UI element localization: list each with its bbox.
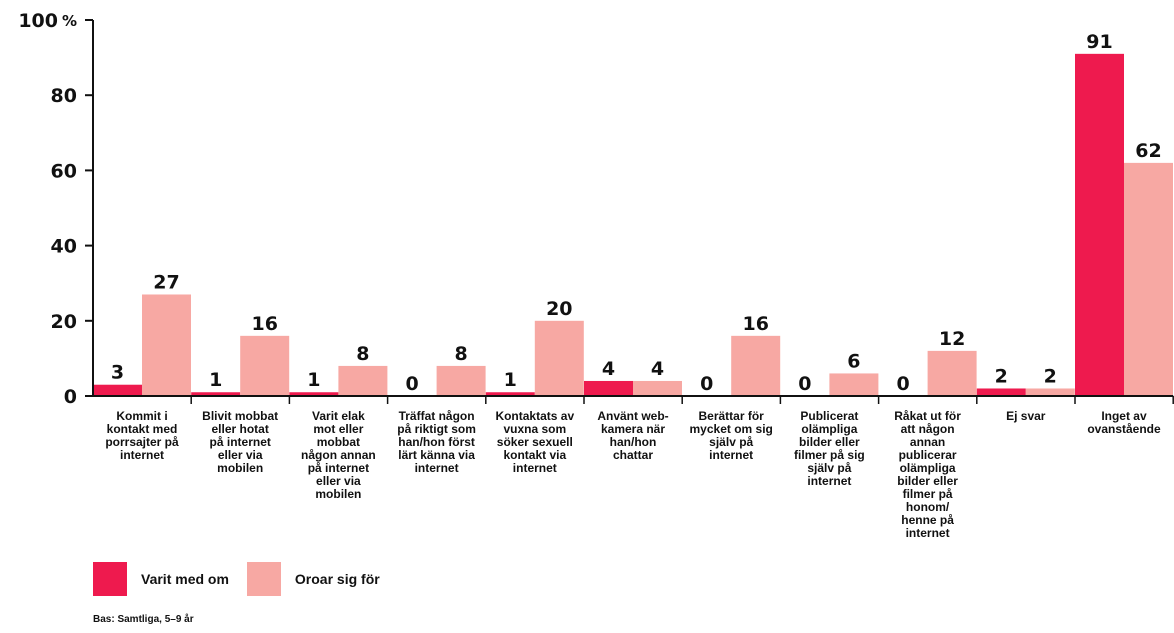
- footnote: Bas: Samtliga, 5–9 år: [93, 614, 194, 625]
- category-label-10: Inget av ovanstående: [1087, 409, 1161, 436]
- category-label-5: Använt web- kamera när han/hon chattar: [597, 409, 669, 462]
- value-label-varit-med-om-10: 91: [1086, 31, 1112, 53]
- category-label-0: Kommit i kontakt med porrsajter på inter…: [105, 409, 179, 462]
- value-label-varit-med-om-7: 0: [798, 373, 811, 395]
- value-label-oroar-sig-för-2: 8: [356, 343, 369, 365]
- category-label-3: Träffat någon på riktigt som han/hon för…: [397, 409, 476, 475]
- bar-oroar-sig-för-7: [829, 373, 879, 396]
- value-label-varit-med-om-4: 1: [504, 369, 517, 391]
- value-label-oroar-sig-för-8: 12: [939, 328, 965, 350]
- value-label-varit-med-om-5: 4: [602, 358, 615, 380]
- y-unit-label: %: [62, 12, 77, 30]
- bar-varit-med-om-4: [485, 392, 535, 396]
- category-label-9: Ej svar: [1006, 409, 1046, 423]
- y-tick-label-20: 20: [51, 311, 77, 333]
- value-label-varit-med-om-1: 1: [209, 369, 222, 391]
- bar-varit-med-om-9: [976, 388, 1026, 396]
- legend-swatch-varit-med-om: [93, 562, 127, 596]
- category-label-8: Råkat ut för att någon annan publicerar …: [894, 409, 961, 540]
- value-label-varit-med-om-0: 3: [111, 362, 124, 384]
- value-labels: 3 27 1 16 1 8 0 8 1 20 4 4 0 16 0 6 0 12 2 2 91 62: [111, 31, 1162, 395]
- bar-oroar-sig-för-1: [240, 335, 290, 396]
- value-label-oroar-sig-för-5: 4: [651, 358, 664, 380]
- bar-oroar-sig-för-8: [927, 350, 977, 396]
- bar-varit-med-om-5: [584, 380, 633, 396]
- value-label-varit-med-om-9: 2: [995, 365, 1008, 387]
- legend-label-oroar-sig-for: Oroar sig för: [294, 571, 380, 587]
- bar-oroar-sig-för-3: [436, 365, 486, 396]
- legend: Varit med om Oroar sig för: [93, 562, 398, 596]
- bars: [93, 53, 1173, 397]
- value-label-oroar-sig-för-10: 62: [1135, 140, 1161, 162]
- bar-oroar-sig-för-10: [1124, 162, 1173, 396]
- bar-oroar-sig-för-5: [633, 380, 682, 396]
- value-label-oroar-sig-för-6: 16: [742, 313, 768, 335]
- x-axis-ticks: [190, 396, 1174, 404]
- legend-item-varit-med-om: Varit med om: [93, 562, 229, 596]
- value-label-oroar-sig-för-3: 8: [454, 343, 467, 365]
- bar-oroar-sig-för-2: [338, 365, 388, 396]
- y-tick-label-40: 40: [51, 236, 77, 258]
- category-label-2: Varit elak mot eller mobbat någon annan …: [301, 409, 376, 501]
- value-label-oroar-sig-för-0: 27: [153, 271, 179, 293]
- y-tick-label-80: 80: [51, 85, 77, 107]
- category-label-4: Kontaktats av vuxna som söker sexuell ko…: [495, 409, 575, 475]
- y-tick-label-0: 0: [64, 386, 77, 408]
- value-label-varit-med-om-3: 0: [405, 373, 418, 395]
- y-tick-label-100: 100: [18, 10, 58, 32]
- legend-item-oroar-sig-for: Oroar sig för: [246, 562, 380, 596]
- bar-varit-med-om-1: [191, 392, 241, 396]
- legend-label-varit-med-om: Varit med om: [141, 571, 229, 587]
- value-label-oroar-sig-för-9: 2: [1044, 365, 1057, 387]
- legend-swatch-oroar-sig-for: [246, 562, 281, 596]
- bar-varit-med-om-10: [1075, 53, 1124, 397]
- value-label-oroar-sig-för-7: 6: [847, 350, 860, 372]
- category-label-7: Publicerat olämpliga bilder eller filmer…: [794, 409, 865, 488]
- value-label-varit-med-om-6: 0: [700, 373, 713, 395]
- category-label-1: Blivit mobbat eller hotat på internet el…: [202, 409, 279, 475]
- bar-oroar-sig-för-6: [731, 335, 781, 396]
- bar-varit-med-om-0: [93, 384, 142, 396]
- y-tick-label-60: 60: [51, 160, 77, 182]
- value-label-varit-med-om-2: 1: [307, 369, 320, 391]
- bar-oroar-sig-för-9: [1025, 388, 1075, 396]
- y-axis-ticks: 0 20 40 60 80 100%: [18, 10, 93, 408]
- value-label-oroar-sig-för-4: 20: [546, 298, 572, 320]
- value-label-oroar-sig-för-1: 16: [251, 313, 277, 335]
- value-label-varit-med-om-8: 0: [896, 373, 909, 395]
- category-label-6: Berättar för mycket om sig själv på inte…: [689, 409, 773, 462]
- bar-oroar-sig-för-0: [142, 294, 191, 396]
- bar-varit-med-om-2: [289, 392, 339, 396]
- bar-oroar-sig-för-4: [534, 320, 584, 396]
